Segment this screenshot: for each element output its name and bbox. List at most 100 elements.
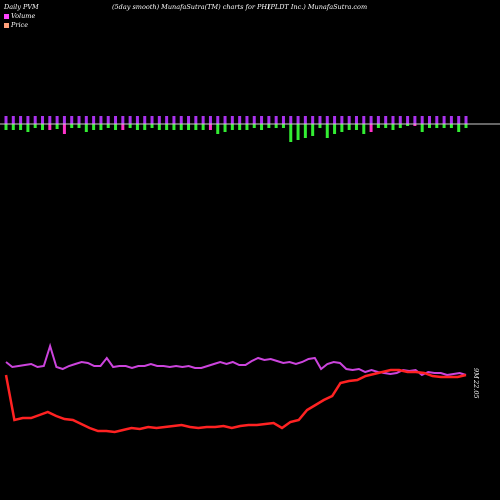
volume-bar-top [303,116,307,124]
volume-bar-top [464,116,468,124]
volume-bar-top [333,116,337,124]
volume-bar-top [318,116,322,124]
volume-bar-top [33,116,37,124]
volume-bar-bottom [296,124,300,140]
volume-bar-top [398,116,402,124]
volume-bar-bottom [435,124,439,128]
volume-bar-bottom [114,124,118,130]
volume-bar-top [172,116,176,124]
volume-bar-bottom [267,124,271,128]
volume-bar-bottom [121,124,125,130]
volume-bar-bottom [347,124,351,130]
volume-bar-top [238,116,242,124]
volume-bar-top [143,116,147,124]
volume-bar-top [62,116,66,124]
volume-bar-top [442,116,446,124]
volume-bar-top [216,116,220,124]
volume-bar-bottom [216,124,220,134]
volume-bar-bottom [135,124,139,130]
volume-bar-top [376,116,380,124]
volume-bar-bottom [391,124,395,130]
volume-bar-bottom [62,124,66,134]
volume-bar-top [179,116,183,124]
volume-bar-top [274,116,278,124]
volume-bar-bottom [354,124,358,130]
volume-bar-bottom [311,124,315,136]
volume-bar-bottom [106,124,110,128]
volume-bar-bottom [84,124,88,132]
volume-bar-top [201,116,205,124]
volume-bar-top [121,116,125,124]
volume-bar-bottom [143,124,147,130]
volume-bar-bottom [187,124,191,130]
volume-bar-top [281,116,285,124]
volume-bar-top [77,116,81,124]
volume-bar-top [369,116,373,124]
volume-bar-top [296,116,300,124]
volume-bar-top [413,116,417,124]
volume-bar-bottom [333,124,337,134]
legend-price-swatch [4,22,9,28]
volume-bar-top [449,116,453,124]
volume-bar-bottom [208,124,212,130]
volume-bar-bottom [33,124,37,128]
volume-bar-top [187,116,191,124]
legend-price: Price [4,21,28,29]
volume-bar-bottom [427,124,431,128]
volume-bar-top [99,116,103,124]
volume-bar-bottom [55,124,59,129]
chart-type-label: Daily PVM [4,3,39,11]
volume-bar-top [4,116,8,124]
volume-bar-top [340,116,344,124]
volume-bar-bottom [26,124,30,132]
volume-bar-top [92,116,96,124]
volume-bar-bottom [128,124,132,128]
volume-bar-top [289,116,293,124]
price-value-label: 22.05 [472,379,480,399]
volume-bar-top [70,116,74,124]
volume-bar-bottom [376,124,380,128]
volume-bar-top [406,116,410,124]
volume-line [5,342,467,377]
volume-bar-bottom [165,124,169,130]
volume-bar-bottom [281,124,285,128]
legend-volume: Volume [4,12,35,20]
volume-bar-top [128,116,132,124]
volume-bar-bottom [252,124,256,128]
volume-value-label: 9M [472,368,480,379]
volume-bar-top [354,116,358,124]
volume-bar-bottom [464,124,468,128]
company-name: (PLDT Inc.) MunafaSutra.com [268,3,368,11]
volume-bar-top [11,116,15,124]
volume-bar-top [457,116,461,124]
volume-bar-bottom [384,124,388,128]
volume-bar-bottom [172,124,176,130]
volume-bar-bottom [413,124,417,126]
volume-bar-bottom [260,124,264,130]
volume-bar-bottom [201,124,205,130]
volume-bar-bottom [274,124,278,128]
volume-bar-bottom [362,124,366,134]
volume-bar-top [325,116,329,124]
volume-bar-top [157,116,161,124]
volume-bar-bottom [230,124,234,130]
volume-bar-bottom [340,124,344,132]
volume-bar-bottom [457,124,461,132]
volume-bar-bottom [99,124,103,130]
volume-bar-bottom [420,124,424,132]
volume-bar-bottom [11,124,15,130]
volume-bar-top [311,116,315,124]
volume-bar-bottom [194,124,198,130]
volume-bar-top [435,116,439,124]
volume-bar-bottom [245,124,249,130]
chart-title: (5day smooth) MunafaSutra(TM) charts for… [112,3,270,11]
volume-bar-top [420,116,424,124]
volume-bar-bottom [318,124,322,128]
volume-bar-top [194,116,198,124]
volume-bar-bottom [77,124,81,128]
volume-bar-bottom [449,124,453,128]
volume-bar-bottom [303,124,307,138]
volume-bar-top [252,116,256,124]
volume-bar-top [48,116,52,124]
